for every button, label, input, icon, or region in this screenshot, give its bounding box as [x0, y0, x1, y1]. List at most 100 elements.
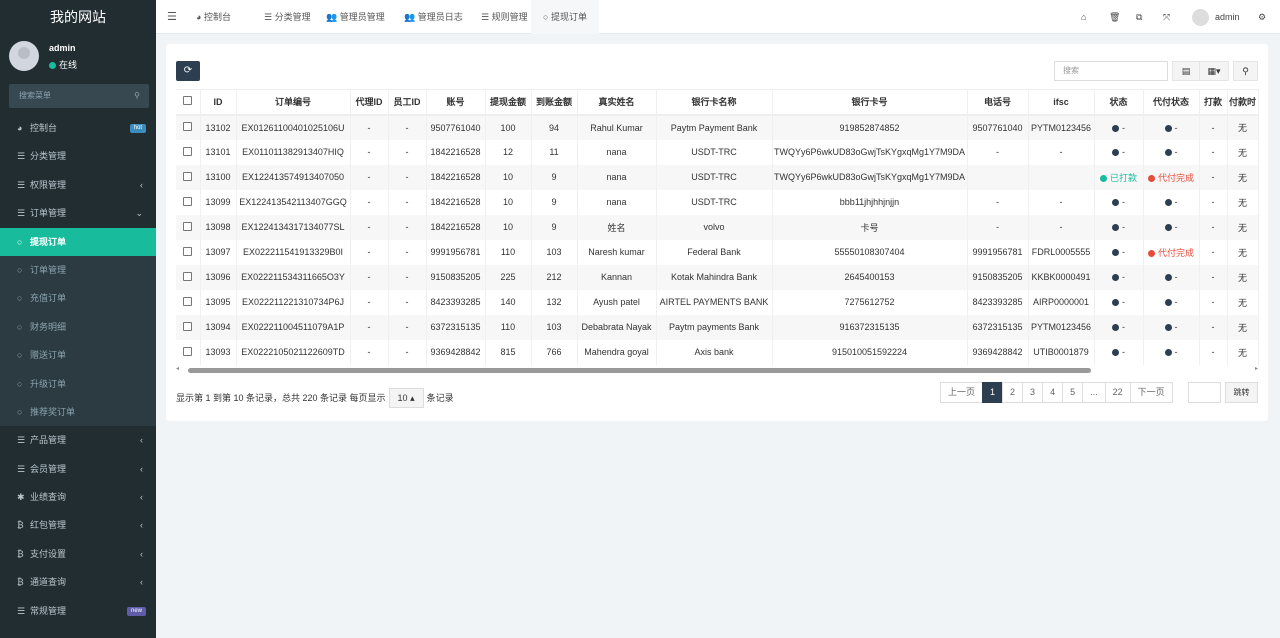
table-row[interactable]: 13102 EX01261100401025106U - -9507761040 100… [176, 114, 1259, 140]
sidebar-item-15[interactable]: ₿ 支付设置 ‹ [0, 540, 156, 568]
prev-page-button[interactable]: 上一页 [940, 382, 984, 403]
table-cell: EX01261100401025106U [236, 114, 351, 140]
jump-page-input[interactable] [1188, 382, 1221, 403]
column-header[interactable]: 电话号 [967, 89, 1029, 116]
status-cell: - [1094, 339, 1144, 365]
page-button[interactable]: 5 [1062, 382, 1084, 403]
column-header[interactable]: 代付状态 [1143, 89, 1200, 116]
site-logo[interactable]: 我的网站 [50, 9, 106, 25]
sidebar-item-10[interactable]: ○ 推荐奖订单 [0, 397, 156, 427]
table-search-input[interactable]: 搜索 [1054, 61, 1168, 81]
sidebar-item-3[interactable]: ☰ 订单管理 ⌄ [0, 199, 156, 227]
sidebar-item-4[interactable]: ○ 提现订单 [0, 227, 156, 256]
sidebar-item-9[interactable]: ○ 升级订单 [0, 369, 156, 398]
tab-2[interactable]: 👥 管理员管理 [326, 0, 385, 34]
row-checkbox[interactable] [176, 289, 201, 315]
settings-icon[interactable]: ⚙ [1258, 12, 1267, 22]
jump-button[interactable]: 跳转 [1225, 382, 1258, 403]
advanced-search-button[interactable]: ⚲ [1233, 61, 1258, 81]
sidebar-item-0[interactable]: ◕ 控制台 hot [0, 114, 156, 142]
column-header[interactable]: 银行卡号 [772, 89, 968, 116]
column-header[interactable]: ID [200, 89, 237, 116]
column-header[interactable]: 账号 [426, 89, 486, 116]
row-checkbox[interactable] [176, 139, 201, 165]
sidebar-item-11[interactable]: ☰ 产品管理 ‹ [0, 426, 156, 454]
column-header[interactable]: 员工ID [388, 89, 427, 116]
home-icon[interactable]: ⌂ [1081, 12, 1087, 22]
refresh-button[interactable]: ⟳ [176, 61, 200, 81]
sidebar-item-label: 赠送订单 [30, 350, 67, 361]
search-icon[interactable]: ⚲ [134, 91, 140, 100]
row-checkbox[interactable] [176, 339, 201, 365]
tab-3[interactable]: 👥 管理员日志 [404, 0, 463, 34]
table-row[interactable]: 13093 EX0222105021122609TD - -9369428842 815… [176, 339, 1259, 365]
select-all-checkbox[interactable] [176, 89, 201, 116]
page-button[interactable]: 22 [1104, 382, 1131, 403]
table-row[interactable]: 13094 EX022211004511079A1P - -6372315135 110… [176, 314, 1259, 340]
menu-search-input[interactable]: 搜索菜单 ⚲ [9, 84, 149, 108]
tab-5[interactable]: ○ 提现订单 [531, 0, 599, 34]
sidebar-item-12[interactable]: ☰ 会员管理 ‹ [0, 455, 156, 483]
fullscreen-icon[interactable]: ⤧ [1163, 12, 1171, 22]
column-header[interactable]: 状态 [1094, 89, 1144, 116]
page-button[interactable]: 2 [1002, 382, 1024, 403]
circle-icon: ○ [17, 350, 23, 361]
status-text: - [1122, 222, 1125, 232]
table-cell: - [1199, 289, 1228, 315]
sidebar-item-7[interactable]: ○ 财务明细 [0, 312, 156, 342]
sidebar-item-14[interactable]: ₿ 红包管理 ‹ [0, 511, 156, 539]
columns-button[interactable]: ▦▾ [1199, 61, 1229, 81]
table-row[interactable]: 13098 EX1224134317134077SL - -1842216528 10 9… [176, 214, 1259, 240]
sidebar-item-6[interactable]: ○ 充值订单 [0, 284, 156, 313]
translate-icon[interactable]: ⧉ [1136, 12, 1143, 22]
column-header[interactable]: 真实姓名 [577, 89, 657, 116]
row-checkbox[interactable] [176, 189, 201, 215]
page-button[interactable]: 1 [982, 382, 1004, 403]
page-button[interactable]: 3 [1022, 382, 1044, 403]
status-dot-icon [1112, 274, 1119, 281]
tab-4[interactable]: ☰ 规则管理 [481, 0, 528, 34]
page-button[interactable]: 4 [1042, 382, 1064, 403]
table-row[interactable]: 13095 EX022211221310734P6J - -8423393285 140… [176, 289, 1259, 315]
column-header[interactable]: 订单编号 [236, 89, 351, 116]
next-page-button[interactable]: 下一页 [1129, 382, 1173, 403]
row-checkbox[interactable] [176, 264, 201, 290]
column-header[interactable]: 打款 [1199, 89, 1228, 116]
sidebar-item-13[interactable]: ✱ 业绩查询 ‹ [0, 483, 156, 511]
header-user-name[interactable]: admin [1215, 12, 1240, 22]
horizontal-scrollbar[interactable]: ◂ ▸ [176, 366, 1258, 373]
column-header[interactable]: 提现金额 [485, 89, 532, 116]
table-row[interactable]: 13096 EX022211534311665O3Y - -9150835205 225… [176, 264, 1259, 290]
column-header[interactable]: ifsc [1028, 89, 1095, 116]
row-checkbox[interactable] [176, 239, 201, 265]
tab-1[interactable]: ☰ 分类管理 [264, 0, 311, 34]
column-header[interactable]: 代理ID [350, 89, 389, 116]
column-header[interactable]: 付款时 [1227, 89, 1259, 116]
row-checkbox[interactable] [176, 164, 201, 190]
sidebar-item-17[interactable]: ☰ 常规管理 new [0, 597, 156, 625]
sidebar-item-5[interactable]: ○ 订单管理 [0, 255, 156, 285]
table-cell: 无 [1227, 164, 1259, 190]
header-avatar[interactable] [1192, 9, 1209, 26]
sidebar-item-2[interactable]: ☰ 权限管理 ‹ [0, 171, 156, 199]
page-button[interactable]: ... [1082, 382, 1106, 403]
column-header[interactable]: 银行卡名称 [656, 89, 773, 116]
sidebar-item-16[interactable]: ₿ 通道查询 ‹ [0, 568, 156, 596]
trash-icon[interactable]: 🗑 [1109, 12, 1121, 22]
column-header[interactable]: 到账金额 [531, 89, 578, 116]
tab-0[interactable]: ◕ 控制台 [196, 0, 231, 34]
table-row[interactable]: 13099 EX122413542113407GGQ - -1842216528 10 9… [176, 189, 1259, 215]
table-row[interactable]: 13100 EX122413574913407050- -1842216528 10 9… [176, 164, 1259, 190]
row-checkbox[interactable] [176, 314, 201, 340]
sidebar-item-8[interactable]: ○ 赠送订单 [0, 341, 156, 370]
sidebar-item-1[interactable]: ☰ 分类管理 [0, 142, 156, 170]
menu-toggle-icon[interactable]: ☰ [167, 11, 177, 23]
table-row[interactable]: 13097 EX022211541913329B0I - -9991956781 110… [176, 239, 1259, 265]
page-size-select[interactable]: 10 ▴ [388, 388, 424, 408]
scrollbar-thumb[interactable] [188, 368, 1091, 373]
row-checkbox[interactable] [176, 214, 201, 240]
table-row[interactable]: 13101 EX011011382913407HIQ - -1842216528 12 1… [176, 139, 1259, 165]
row-checkbox[interactable] [176, 114, 201, 140]
toggle-view-button[interactable]: ▤ [1172, 61, 1200, 81]
status-dot-icon [1112, 199, 1119, 206]
